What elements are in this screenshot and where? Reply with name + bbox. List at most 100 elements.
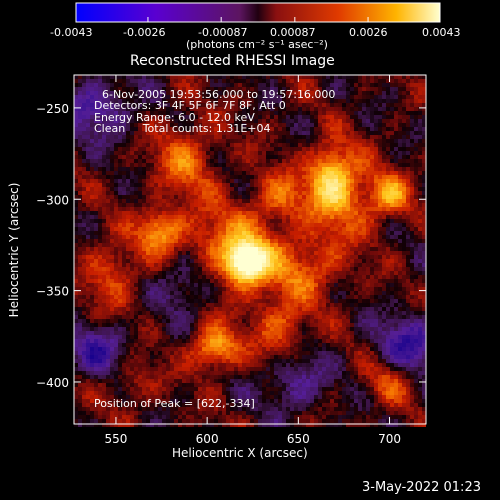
heatmap-cell: [302, 287, 306, 291]
heatmap-cell: [346, 227, 350, 231]
heatmap-cell: [406, 131, 410, 135]
heatmap-cell: [246, 267, 250, 271]
heatmap-cell: [254, 223, 258, 227]
heatmap-cell: [234, 187, 238, 191]
heatmap-cell: [402, 135, 406, 139]
heatmap-cell: [358, 123, 362, 127]
heatmap-cell: [234, 299, 238, 303]
heatmap-cell: [86, 139, 90, 143]
heatmap-cell: [314, 147, 318, 151]
heatmap-cell: [110, 159, 114, 163]
heatmap-cell: [330, 79, 334, 83]
heatmap-cell: [94, 155, 98, 159]
heatmap-cell: [262, 83, 266, 87]
heatmap-cell: [106, 195, 110, 199]
heatmap-cell: [258, 127, 262, 131]
heatmap-cell: [114, 167, 118, 171]
heatmap-cell: [262, 183, 266, 187]
heatmap-cell: [82, 135, 86, 139]
heatmap-cell: [394, 159, 398, 163]
heatmap-cell: [210, 83, 214, 87]
heatmap-cell: [314, 211, 318, 215]
heatmap-cell: [214, 187, 218, 191]
heatmap-cell: [330, 203, 334, 207]
heatmap-cell: [370, 199, 374, 203]
heatmap-cell: [330, 219, 334, 223]
heatmap-cell: [294, 255, 298, 259]
heatmap-cell: [146, 103, 150, 107]
heatmap-cell: [90, 83, 94, 87]
heatmap-cell: [406, 271, 410, 275]
heatmap-cell: [234, 123, 238, 127]
heatmap-cell: [362, 283, 366, 287]
heatmap-cell: [154, 123, 158, 127]
heatmap-cell: [346, 291, 350, 295]
heatmap-cell: [222, 155, 226, 159]
heatmap-cell: [246, 159, 250, 163]
heatmap-cell: [90, 151, 94, 155]
heatmap-cell: [406, 135, 410, 139]
heatmap-cell: [146, 291, 150, 295]
heatmap-cell: [394, 179, 398, 183]
heatmap-cell: [194, 95, 198, 99]
heatmap-cell: [278, 203, 282, 207]
heatmap-cell: [338, 119, 342, 123]
heatmap-cell: [390, 91, 394, 95]
heatmap-cell: [286, 151, 290, 155]
heatmap-cell: [422, 283, 426, 287]
heatmap-cell: [198, 279, 202, 283]
heatmap-cell: [182, 275, 186, 279]
heatmap-cell: [150, 191, 154, 195]
heatmap-cell: [386, 151, 390, 155]
heatmap-cell: [194, 235, 198, 239]
heatmap-cell: [206, 267, 210, 271]
heatmap-cell: [146, 87, 150, 91]
heatmap-cell: [290, 159, 294, 163]
heatmap-cell: [106, 251, 110, 255]
heatmap-cell: [386, 167, 390, 171]
heatmap-cell: [318, 187, 322, 191]
heatmap-cell: [234, 131, 238, 135]
heatmap-cell: [142, 99, 146, 103]
heatmap-cell: [278, 179, 282, 183]
heatmap-cell: [146, 219, 150, 223]
heatmap-cell: [210, 227, 214, 231]
heatmap-cell: [342, 283, 346, 287]
heatmap-cell: [414, 231, 418, 235]
heatmap-cell: [258, 115, 262, 119]
heatmap-cell: [230, 119, 234, 123]
heatmap-cell: [178, 295, 182, 299]
heatmap-cell: [302, 95, 306, 99]
heatmap-cell: [306, 203, 310, 207]
heatmap-cell: [214, 103, 218, 107]
heatmap-cell: [206, 115, 210, 119]
heatmap-cell: [410, 211, 414, 215]
heatmap-cell: [406, 87, 410, 91]
heatmap-cell: [158, 247, 162, 251]
heatmap-cell: [82, 283, 86, 287]
heatmap-cell: [382, 219, 386, 223]
heatmap-cell: [298, 195, 302, 199]
heatmap-cell: [298, 103, 302, 107]
heatmap-cell: [218, 95, 222, 99]
heatmap-cell: [378, 243, 382, 247]
heatmap-cell: [206, 103, 210, 107]
heatmap-cell: [350, 75, 354, 79]
heatmap-cell: [222, 123, 226, 127]
heatmap-cell: [78, 275, 82, 279]
heatmap-cell: [354, 223, 358, 227]
heatmap-cell: [190, 231, 194, 235]
heatmap-cell: [282, 91, 286, 95]
heatmap-cell: [126, 127, 130, 131]
heatmap-cell: [82, 163, 86, 167]
heatmap-cell: [102, 235, 106, 239]
heatmap-cell: [310, 211, 314, 215]
heatmap-cell: [362, 135, 366, 139]
heatmap-cell: [218, 147, 222, 151]
heatmap-cell: [174, 243, 178, 247]
heatmap-cell: [266, 287, 270, 291]
heatmap-cell: [114, 295, 118, 299]
heatmap-cell: [134, 119, 138, 123]
heatmap-cell: [374, 115, 378, 119]
heatmap-cell: [190, 99, 194, 103]
